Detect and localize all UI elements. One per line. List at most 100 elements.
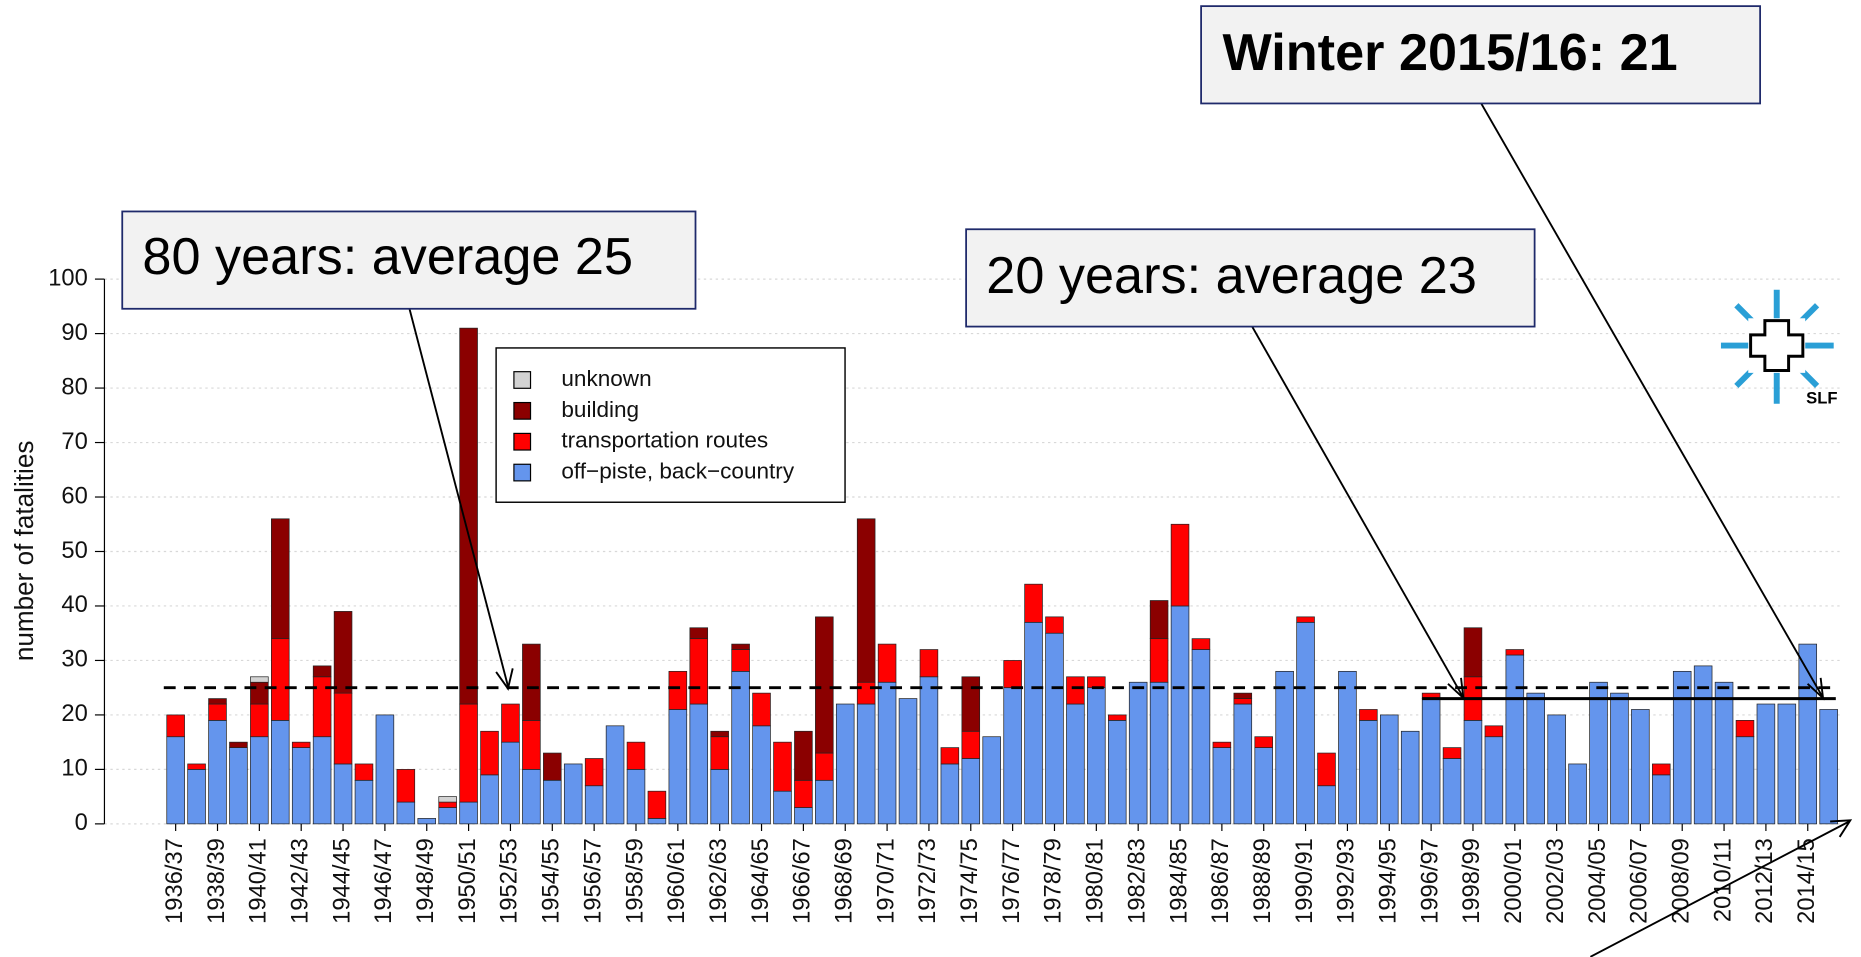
bar-segment: [689, 627, 709, 640]
legend: off−piste, back−country transportation ro…: [495, 347, 846, 503]
x-tick-label: 1978/79: [1041, 838, 1067, 924]
bar-segment: [1149, 681, 1169, 825]
bar-segment: [563, 763, 583, 825]
bar-segment: [1233, 703, 1253, 825]
legend-swatch: [513, 401, 532, 420]
bar-segment: [752, 692, 771, 727]
legend-label: building: [561, 397, 639, 422]
bar-segment: [333, 763, 353, 825]
bar-segment: [1149, 638, 1169, 683]
annotation-arrows: [408, 102, 1853, 957]
bar-segment: [1191, 649, 1211, 825]
x-tick-label: 1986/87: [1208, 838, 1234, 924]
bar-segment: [1359, 709, 1378, 721]
x-tick-label: 1952/53: [497, 838, 523, 924]
bar-segment: [208, 698, 227, 705]
bar-segment: [271, 638, 290, 721]
bar-segment: [835, 703, 855, 825]
bar-segment: [250, 703, 269, 738]
x-tick-label: 1966/67: [790, 838, 816, 924]
bar-segment: [271, 518, 290, 640]
bar-segment: [1380, 714, 1399, 825]
arrow-head: [1830, 819, 1853, 838]
x-tick-label: 1948/49: [413, 838, 439, 924]
x-tick-label: 1972/73: [915, 838, 941, 924]
bar-segment: [1484, 725, 1504, 738]
bar-segment: [1128, 681, 1148, 825]
bar-segment: [919, 649, 939, 678]
x-tick-label: 1974/75: [957, 838, 983, 924]
x-tick-label: 1984/85: [1166, 838, 1192, 924]
bar-segment: [1170, 523, 1190, 607]
bar-segment: [187, 769, 206, 825]
bar-segment: [1296, 621, 1315, 825]
bar-segment: [794, 807, 813, 825]
y-tick-label: 60: [61, 483, 87, 509]
x-tick-label: 2012/13: [1752, 838, 1778, 924]
bar-segment: [961, 676, 981, 732]
bar-segment: [1819, 709, 1838, 825]
arrow: [1251, 326, 1464, 697]
y-tick-label: 50: [61, 538, 87, 564]
bar-segment: [1107, 720, 1127, 825]
bar-segment: [710, 736, 729, 770]
bar-segment: [208, 720, 227, 825]
bar-segment: [626, 741, 646, 770]
legend-label: off−piste, back−country: [561, 459, 794, 484]
bar-segment: [1652, 774, 1671, 825]
x-tick-label: 2002/03: [1543, 838, 1569, 924]
bar-segment: [689, 703, 709, 825]
x-tick-label: 1994/95: [1376, 838, 1402, 924]
bar-segment: [291, 747, 311, 825]
bar-segment: [250, 676, 269, 683]
bar-segment: [898, 698, 918, 825]
bar-segment: [1003, 687, 1022, 825]
x-tick-label: 1968/69: [832, 838, 858, 924]
bar-segment: [1777, 703, 1797, 825]
bar-segment: [1589, 681, 1608, 825]
bar-segment: [522, 643, 541, 721]
bar-segment: [794, 779, 813, 808]
bar-segment: [731, 643, 750, 650]
bar-segment: [1087, 676, 1106, 689]
x-tick-label: 1976/77: [999, 838, 1025, 924]
bar-segment: [438, 796, 457, 803]
x-tick-label: 1958/59: [622, 838, 648, 924]
legend-swatch: [513, 463, 532, 482]
bar-segment: [1421, 698, 1441, 825]
bar-segment: [1526, 692, 1545, 825]
bar-segment: [543, 779, 562, 825]
bar-segment: [438, 801, 457, 808]
arrow: [1480, 102, 1823, 697]
bar-segment: [354, 779, 374, 825]
x-tick-label: 2006/07: [1627, 838, 1653, 924]
bar-segment: [291, 741, 311, 748]
bar-segment: [1610, 692, 1629, 825]
arrow-head: [1806, 677, 1825, 701]
bar-segment: [710, 730, 729, 738]
x-tick-label: 1982/83: [1124, 838, 1150, 924]
legend-swatch: [513, 371, 532, 389]
bar-segment: [773, 741, 792, 792]
annotation-box: [1200, 5, 1762, 105]
bar-segment: [522, 720, 541, 770]
bar-segment: [1735, 720, 1755, 738]
annotation-box: [121, 210, 697, 310]
logo: [1720, 289, 1834, 404]
bar-segment: [668, 670, 688, 710]
bar-segment: [333, 692, 353, 765]
bar-segment: [1212, 741, 1232, 748]
bar-segment: [480, 774, 499, 825]
bar-segment: [647, 790, 667, 819]
bar-segment: [543, 752, 562, 781]
bar-segment: [940, 763, 960, 825]
bar-segment: [794, 730, 813, 781]
bar-segment: [271, 720, 290, 825]
bar-segment: [1463, 627, 1483, 678]
bar-segment: [1212, 747, 1232, 825]
bar-segment: [1149, 600, 1169, 640]
bar-segment: [1652, 763, 1671, 776]
x-tick-label: 1992/93: [1334, 838, 1360, 924]
x-tick-label: 1960/61: [664, 838, 690, 924]
